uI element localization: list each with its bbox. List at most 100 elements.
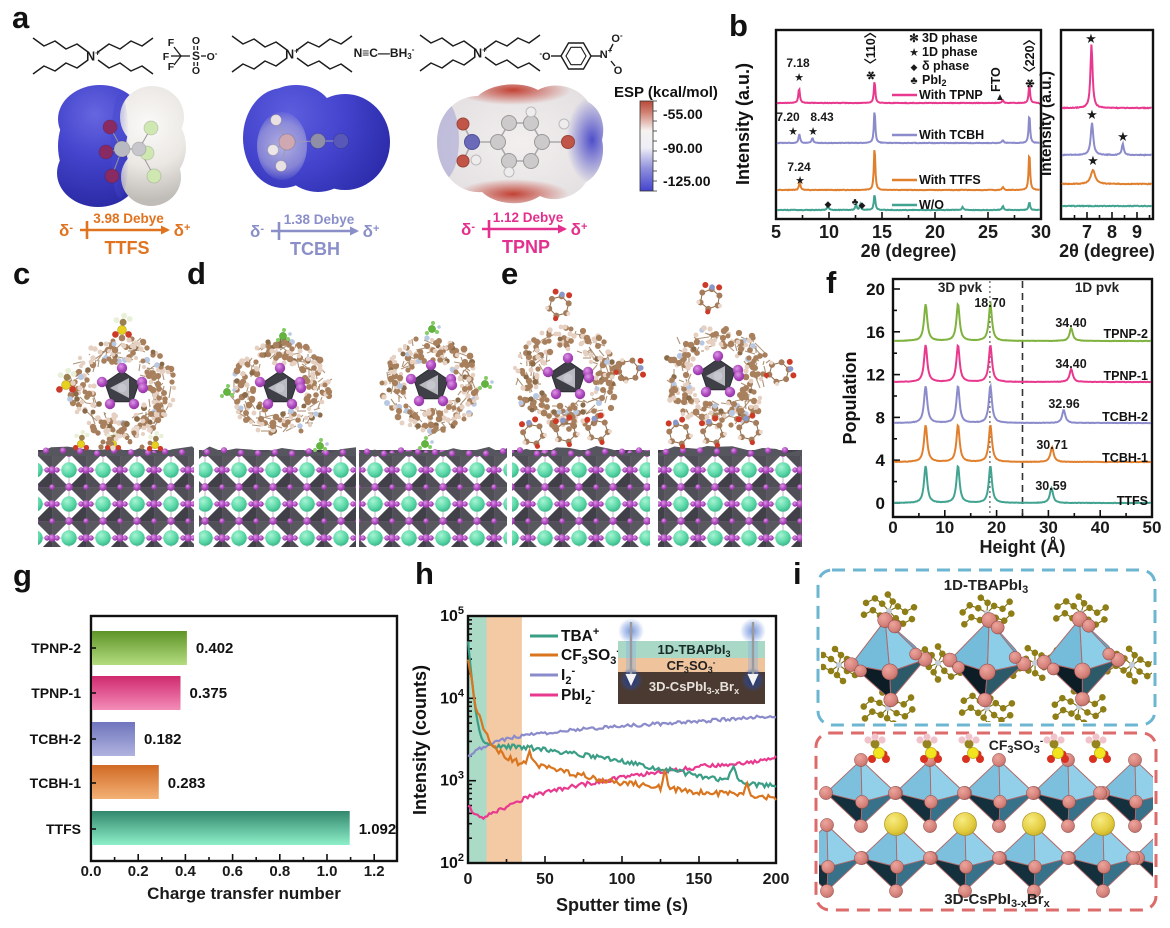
svg-text:d: d [187,256,206,291]
svg-text:34.40: 34.40 [1055,316,1086,330]
svg-text:150: 150 [686,871,713,888]
svg-text:-55.00: -55.00 [663,106,703,122]
svg-text:With TTFS: With TTFS [919,173,981,187]
svg-text:✻〈110〉: ✻〈110〉 [863,26,878,80]
svg-text:✻〈220〉: ✻〈220〉 [1022,33,1037,88]
svg-text:PbI2: PbI2 [922,73,946,88]
svg-text:Sputter time (s): Sputter time (s) [556,895,688,915]
svg-text:TCBH-2: TCBH-2 [1102,410,1148,424]
svg-text:0.2: 0.2 [128,863,149,880]
svg-text:2θ (degree): 2θ (degree) [861,241,957,261]
svg-text:★: ★ [788,126,798,138]
svg-text:TPNP-1: TPNP-1 [31,685,81,701]
svg-text:1.2: 1.2 [364,863,385,880]
svg-text:W/O: W/O [919,198,944,212]
svg-text:7: 7 [1082,222,1092,242]
svg-text:34.40: 34.40 [1055,357,1086,371]
svg-text:TPNP: TPNP [502,237,550,257]
svg-text:◆: ◆ [825,199,832,209]
svg-text:TCBH-1: TCBH-1 [1102,451,1148,465]
svg-text:8: 8 [1107,222,1117,242]
svg-text:With TPNP: With TPNP [919,88,983,102]
svg-text:F: F [163,51,170,63]
svg-text:CF3SO3-: CF3SO3- [667,658,716,675]
svg-text:★: ★ [1117,129,1129,144]
svg-text:10: 10 [819,222,839,242]
svg-text:1.38 Debye: 1.38 Debye [284,212,355,227]
svg-text:Intensity (counts): Intensity (counts) [410,665,430,815]
svg-text:O-: O- [611,31,623,45]
svg-text:S: S [192,49,200,63]
svg-text:TPNP-1: TPNP-1 [1104,369,1149,383]
svg-text:32.96: 32.96 [1048,397,1079,411]
svg-text:0.4: 0.4 [175,863,197,880]
svg-text:0.283: 0.283 [168,775,206,792]
svg-text:δ phase: δ phase [922,59,969,73]
svg-text:0.0: 0.0 [81,863,102,880]
svg-text:20: 20 [987,518,1006,537]
svg-text:h: h [415,556,434,591]
svg-text:-125.00: -125.00 [663,173,711,189]
svg-text:♣: ♣ [852,197,859,208]
svg-text:◆: ◆ [859,200,866,210]
svg-text:12: 12 [866,366,885,385]
svg-text:a: a [12,0,30,35]
svg-text:7.18: 7.18 [786,56,810,70]
svg-text:i: i [793,556,802,591]
svg-text:5: 5 [771,222,781,242]
svg-text:◆: ◆ [911,62,918,72]
svg-text:F: F [168,37,175,49]
svg-text:3D-CsPbI3-xBrx: 3D-CsPbI3-xBrx [649,679,739,696]
svg-text:0: 0 [888,518,897,537]
svg-text:3D pvk: 3D pvk [938,280,983,295]
svg-text:0: 0 [876,494,885,513]
svg-text:TCBH-1: TCBH-1 [30,775,82,791]
svg-text:b: b [729,8,748,43]
svg-text:★: ★ [794,72,804,84]
svg-text:0: 0 [464,871,473,888]
svg-text:30.71: 30.71 [1036,438,1067,452]
svg-text:-O: -O [539,49,551,63]
svg-text:★: ★ [1087,153,1099,168]
svg-text:✻: ✻ [909,32,919,45]
svg-text:30.59: 30.59 [1035,479,1066,493]
svg-text:TCBH: TCBH [290,239,340,259]
svg-text:3.98 Debye: 3.98 Debye [93,211,164,226]
svg-text:1D phase: 1D phase [922,45,978,59]
svg-text:★: ★ [1086,107,1098,122]
svg-text:10: 10 [935,518,954,537]
svg-text:0.375: 0.375 [190,685,228,702]
svg-text:8.43: 8.43 [810,110,834,124]
svg-text:g: g [13,558,32,593]
svg-text:ESP (kcal/mol): ESP (kcal/mol) [614,84,718,101]
svg-text:2θ (degree): 2θ (degree) [1059,241,1155,261]
svg-text:★: ★ [1085,31,1097,46]
svg-text:TTFS: TTFS [1117,494,1148,508]
svg-text:O-: O- [207,49,218,63]
svg-text:40: 40 [1091,518,1110,537]
svg-text:★: ★ [795,175,805,187]
svg-text:20: 20 [866,280,885,299]
svg-text:F: F [168,61,175,73]
svg-text:Population: Population [840,352,860,445]
svg-text:TPNP-2: TPNP-2 [31,640,81,656]
svg-text:20: 20 [925,222,945,242]
svg-text:FTO: FTO [989,67,1003,92]
svg-text:With TCBH: With TCBH [919,128,984,142]
svg-text:★: ★ [909,47,919,59]
svg-text:50: 50 [536,871,554,888]
svg-text:16: 16 [866,323,885,342]
svg-text:O: O [192,65,200,77]
svg-text:TPNP-2: TPNP-2 [1104,327,1149,341]
svg-text:e: e [501,256,518,291]
svg-text:0.402: 0.402 [196,640,234,657]
svg-text:Charge transfer number: Charge transfer number [147,884,341,903]
svg-text:1D-TBAPbI3: 1D-TBAPbI3 [944,577,1028,596]
svg-text:-90.00: -90.00 [663,140,703,156]
svg-text:30: 30 [1031,222,1051,242]
svg-text:Intensity (a.u.): Intensity (a.u.) [1038,71,1055,176]
svg-text:18.70: 18.70 [974,296,1005,310]
svg-text:TCBH-2: TCBH-2 [30,731,82,747]
svg-text:TTFS: TTFS [105,238,150,258]
svg-text:O: O [614,65,623,77]
